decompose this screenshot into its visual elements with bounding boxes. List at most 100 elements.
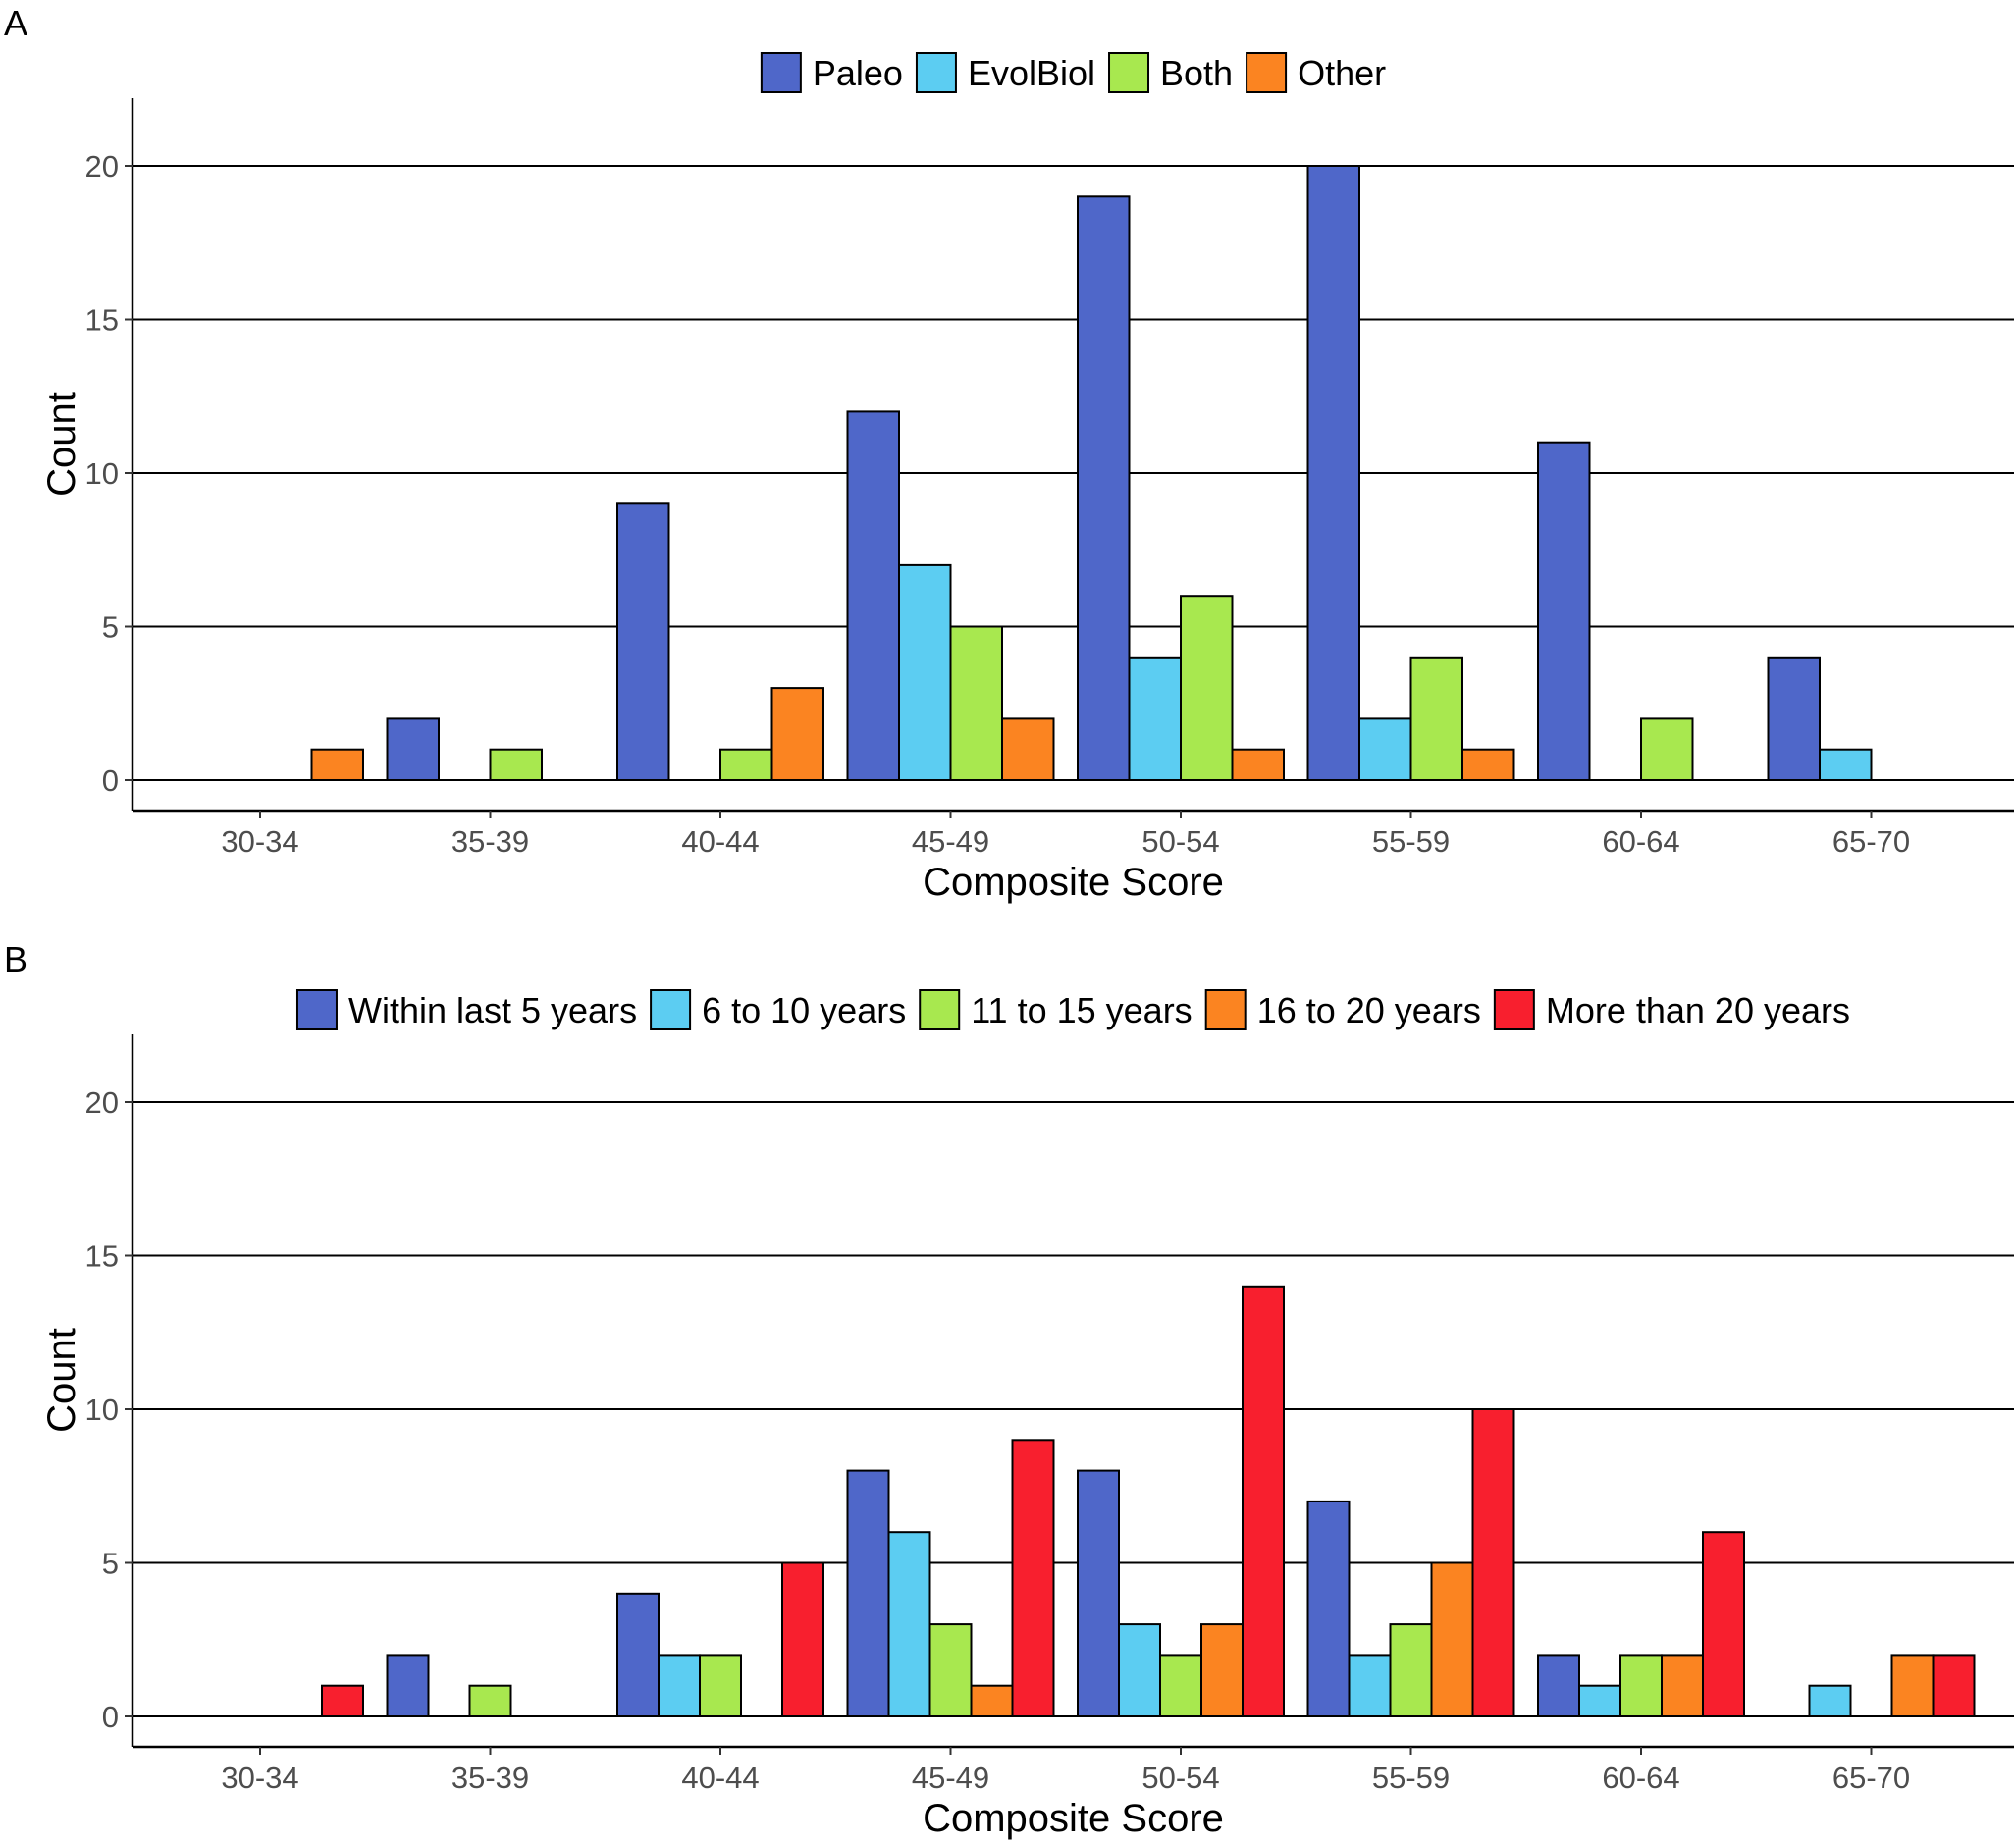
bar-paleo-65-70 [1767, 656, 1821, 781]
y-tick-label: 20 [85, 149, 119, 184]
y-tick-label: 15 [85, 1239, 119, 1274]
bar-16-to-20-years-60-64 [1661, 1654, 1704, 1718]
x-ticks-b: 30-34 35-39 40-44 45-49 50-54 55-59 60-64 65-70 [221, 1747, 1910, 1795]
bar-more-than-20-years-40-44 [781, 1561, 824, 1717]
legend-a: Paleo EvolBiol Both Other [760, 52, 1386, 93]
y-axis-title-b: Count [40, 1328, 83, 1433]
x-tick-label: 55-59 [1372, 1761, 1450, 1795]
x-tick-label: 35-39 [451, 824, 529, 859]
bar-within-last-5-years-55-59 [1306, 1500, 1351, 1718]
bar-evolbiol-45-49 [898, 563, 952, 782]
bar-evolbiol-55-59 [1358, 717, 1412, 782]
bar-within-last-5-years-50-54 [1077, 1469, 1120, 1717]
bar-both-45-49 [949, 625, 1003, 781]
bar-within-last-5-years-45-49 [846, 1469, 890, 1717]
panel-b: B Within last 5 years 6 to 10 years 11 to … [4, 939, 2014, 1840]
legend-b: Within last 5 years 6 to 10 years 11 to 15… [295, 989, 1850, 1030]
bar-both-50-54 [1180, 595, 1234, 782]
bar-16-to-20-years-55-59 [1430, 1561, 1474, 1717]
bar-other-30-34 [310, 748, 364, 782]
y-ticks-a: 0 5 10 15 20 [85, 149, 133, 798]
bar-6-to-10-years-55-59 [1348, 1654, 1392, 1718]
bar-11-to-15-years-45-49 [928, 1623, 973, 1717]
bar-16-to-20-years-45-49 [970, 1684, 1014, 1717]
bar-paleo-60-64 [1537, 441, 1591, 781]
bar-other-40-44 [770, 687, 824, 781]
bar-11-to-15-years-55-59 [1389, 1623, 1433, 1717]
legend-swatch-paleo [760, 52, 802, 93]
bar-other-50-54 [1231, 748, 1285, 782]
bar-more-than-20-years-65-70 [1932, 1654, 1976, 1718]
legend-label-6-to-10-years: 6 to 10 years [702, 990, 906, 1030]
bar-more-than-20-years-55-59 [1471, 1408, 1515, 1717]
bar-both-40-44 [719, 748, 773, 782]
legend-label-paleo: Paleo [813, 53, 903, 93]
bar-evolbiol-65-70 [1819, 748, 1873, 782]
x-tick-label: 50-54 [1141, 824, 1219, 859]
bar-paleo-40-44 [616, 502, 670, 781]
bar-16-to-20-years-65-70 [1890, 1654, 1935, 1718]
x-tick-label: 60-64 [1602, 824, 1679, 859]
bar-within-last-5-years-35-39 [386, 1654, 430, 1718]
y-tick-label: 10 [85, 1393, 119, 1427]
bars-b [321, 1285, 1976, 1718]
y-ticks-b: 0 5 10 15 20 [85, 1085, 133, 1734]
y-tick-label: 20 [85, 1085, 119, 1120]
bar-more-than-20-years-60-64 [1702, 1531, 1745, 1717]
bar-16-to-20-years-50-54 [1200, 1623, 1244, 1717]
y-tick-label: 0 [102, 764, 119, 798]
x-tick-label: 65-70 [1832, 1761, 1910, 1795]
bar-paleo-35-39 [386, 717, 440, 782]
bar-paleo-45-49 [846, 410, 900, 781]
panel-label-a: A [4, 3, 27, 43]
bar-both-35-39 [489, 748, 543, 782]
x-tick-label: 30-34 [221, 824, 298, 859]
bar-6-to-10-years-40-44 [658, 1654, 701, 1718]
bar-6-to-10-years-45-49 [887, 1531, 931, 1717]
legend-label-both: Both [1160, 53, 1233, 93]
y-axis-title-a: Count [40, 392, 83, 497]
gridlines-a [133, 165, 2014, 781]
bar-evolbiol-50-54 [1128, 656, 1182, 781]
bar-11-to-15-years-50-54 [1159, 1654, 1202, 1718]
bar-11-to-15-years-40-44 [699, 1654, 742, 1718]
bar-other-55-59 [1461, 748, 1515, 782]
bar-more-than-20-years-30-34 [321, 1684, 364, 1717]
legend-swatch-other [1246, 52, 1288, 93]
legend-swatch-6-to-10-years [650, 989, 692, 1030]
bar-6-to-10-years-65-70 [1808, 1684, 1852, 1717]
legend-swatch-both [1108, 52, 1150, 93]
legend-swatch-more-than-20-years [1493, 989, 1535, 1030]
x-tick-label: 50-54 [1141, 1761, 1219, 1795]
bar-paleo-50-54 [1077, 195, 1131, 782]
bar-11-to-15-years-35-39 [468, 1684, 512, 1717]
x-axis-title-b: Composite Score [923, 1797, 1224, 1840]
y-tick-label: 5 [102, 1547, 119, 1581]
y-tick-label: 10 [85, 456, 119, 491]
bar-within-last-5-years-40-44 [616, 1592, 660, 1718]
legend-label-11-to-15-years: 11 to 15 years [971, 990, 1192, 1030]
panel-label-b: B [4, 939, 27, 979]
bar-both-60-64 [1640, 717, 1694, 782]
axes-b [131, 1034, 2014, 1749]
bars-a [310, 165, 1873, 782]
x-tick-label: 40-44 [681, 1761, 759, 1795]
bar-within-last-5-years-60-64 [1537, 1654, 1580, 1718]
legend-label-within-last-5-years: Within last 5 years [348, 990, 637, 1030]
x-tick-label: 65-70 [1832, 824, 1910, 859]
x-tick-label: 55-59 [1372, 824, 1450, 859]
legend-label-other: Other [1298, 53, 1386, 93]
x-tick-label: 45-49 [912, 1761, 989, 1795]
legend-label-more-than-20-years: More than 20 years [1546, 990, 1850, 1030]
y-tick-label: 5 [102, 610, 119, 645]
bar-more-than-20-years-45-49 [1011, 1439, 1055, 1718]
y-tick-label: 0 [102, 1700, 119, 1734]
legend-swatch-16-to-20-years [1204, 989, 1247, 1030]
legend-swatch-within-last-5-years [295, 989, 338, 1030]
axes-a [131, 98, 2014, 813]
legend-label-evolbiol: EvolBiol [968, 53, 1095, 93]
bar-more-than-20-years-50-54 [1242, 1285, 1285, 1718]
x-tick-label: 30-34 [221, 1761, 298, 1795]
